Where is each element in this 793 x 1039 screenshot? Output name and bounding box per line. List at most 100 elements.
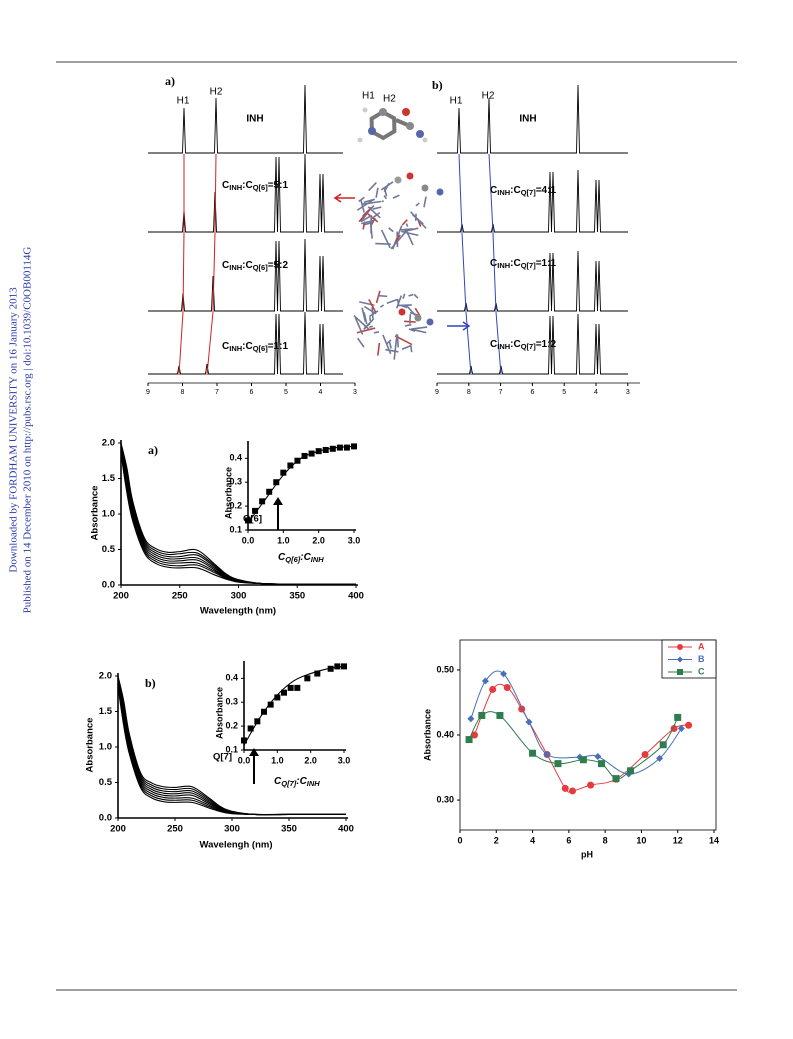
data-point xyxy=(245,517,251,524)
label-part: :C xyxy=(242,341,253,352)
cage-bond xyxy=(379,304,385,308)
atom xyxy=(357,137,363,143)
label-part: :C xyxy=(242,260,253,271)
y-axis-label: Absorbance xyxy=(90,486,101,541)
shift-guide xyxy=(206,153,217,376)
tick-label: 9 xyxy=(146,389,150,396)
data-point xyxy=(467,715,475,723)
label-part: C xyxy=(222,260,229,271)
data-point xyxy=(280,469,287,476)
x-tick-label: 3.0 xyxy=(338,755,351,765)
data-point xyxy=(329,445,336,452)
data-point xyxy=(327,665,334,672)
cage-bond xyxy=(375,290,381,304)
label-part: C xyxy=(278,552,286,563)
nmr-spectrum xyxy=(148,153,343,233)
x-axis-label: CQ[7]:CINH xyxy=(274,776,320,788)
label-part: =1:2 xyxy=(536,339,557,350)
cage-bond xyxy=(385,348,399,353)
atom xyxy=(394,176,402,184)
cage-bond xyxy=(401,219,408,226)
data-line xyxy=(243,665,345,746)
cage-bond xyxy=(423,196,427,208)
label-part: Q[7] xyxy=(281,779,297,788)
atom xyxy=(379,108,387,116)
label-part: :C xyxy=(242,180,253,191)
x-tick-label: 0.0 xyxy=(238,755,251,765)
cage-bond xyxy=(368,310,379,318)
cage-bond xyxy=(369,325,374,329)
cage-bond xyxy=(363,318,375,330)
compound-label: INH xyxy=(246,114,263,125)
data-point xyxy=(247,725,254,732)
label-part: Q[6] xyxy=(253,263,269,272)
data-point xyxy=(685,721,693,729)
tick-label: 7 xyxy=(499,389,503,396)
data-line xyxy=(470,670,682,775)
panel-label: b) xyxy=(432,78,443,92)
data-point xyxy=(598,760,606,768)
label-part: INH xyxy=(307,779,321,788)
tick-label: 5 xyxy=(562,389,566,396)
data-point xyxy=(543,751,551,759)
label-part: Q[6] xyxy=(253,183,269,192)
cage-bond xyxy=(380,181,394,191)
label-part: =1:1 xyxy=(268,341,289,352)
cage-bond xyxy=(377,294,388,298)
cage-bond xyxy=(397,304,412,307)
cage-bond xyxy=(408,293,414,297)
atom xyxy=(362,107,368,113)
structure-label: H2 xyxy=(383,94,396,105)
arrow xyxy=(333,193,355,203)
shift-guide xyxy=(458,153,472,376)
label-part: C xyxy=(490,339,497,350)
y-tick-label: 0.1 xyxy=(225,744,238,754)
side-note: Downloaded by FORDHAM UNIVERSITY on 16 J… xyxy=(8,287,20,573)
data-line xyxy=(120,442,357,585)
data-point xyxy=(274,694,281,701)
tick-label: 8 xyxy=(181,389,185,396)
arrow xyxy=(447,321,471,331)
atom xyxy=(368,127,376,135)
data-point xyxy=(481,677,489,685)
label-part: Q[7] xyxy=(521,342,537,351)
cage-bond xyxy=(381,200,384,203)
cage-bond xyxy=(405,223,409,227)
ratio-label: CINH:CQ[7]=4:1 xyxy=(490,185,556,197)
y-tick-label: 1.5 xyxy=(99,706,113,717)
label-part: C xyxy=(274,776,282,787)
x-axis-label: CQ[6]:CINH xyxy=(278,552,324,564)
y-axis-label: Absorbance xyxy=(422,709,432,761)
label-part: Q[6] xyxy=(253,344,269,353)
cage-bond xyxy=(367,206,381,219)
cage-bond xyxy=(368,299,377,313)
cage-bond xyxy=(353,314,370,330)
label-part: :C xyxy=(510,339,521,350)
y-tick-label: 1.0 xyxy=(99,742,112,753)
label-part: :C xyxy=(510,258,521,269)
data-point xyxy=(503,684,511,691)
nmr-spectrum xyxy=(437,84,628,154)
data-point xyxy=(641,751,649,759)
cage-bond xyxy=(360,200,365,213)
legend-marker xyxy=(677,644,683,650)
cage-bond xyxy=(388,227,394,233)
y-axis-label: Absorbance xyxy=(85,718,96,773)
y-tick-label: 0.0 xyxy=(99,813,112,824)
y-tick-label: 0.4 xyxy=(229,453,242,463)
cage-bond xyxy=(363,312,368,325)
cage-bond xyxy=(376,342,381,356)
ratio-label: CINH:CQ[7]=1:2 xyxy=(490,339,556,351)
y-axis-label: Absorbance xyxy=(214,687,224,739)
cage-bond xyxy=(356,327,376,334)
cage-bond xyxy=(402,293,406,299)
data-point xyxy=(677,724,685,732)
cage-bond xyxy=(385,339,392,345)
cage-bond xyxy=(380,229,391,249)
data-point xyxy=(294,684,301,691)
panel-label: a) xyxy=(165,74,175,88)
legend-label: C xyxy=(698,666,705,676)
label-part: =5:2 xyxy=(268,260,289,271)
tick-label: 9 xyxy=(435,389,439,396)
